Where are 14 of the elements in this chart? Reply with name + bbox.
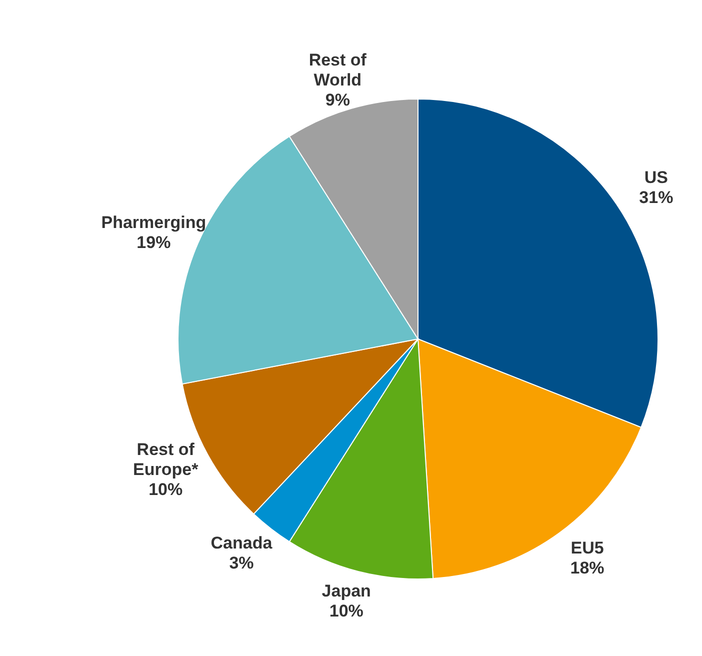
data-label: 10% [148, 480, 183, 499]
slice-label: Canada [210, 532, 273, 552]
slice-label: Pharmerging [101, 212, 206, 232]
data-label: 19% [136, 232, 171, 252]
slice-label: US [644, 168, 668, 187]
data-label: 31% [639, 188, 674, 207]
data-label: 18% [570, 558, 604, 577]
slice-label: EU5 [570, 538, 604, 557]
slice-label: Japan [322, 581, 371, 600]
data-label: 10% [329, 601, 364, 620]
data-label: 9% [325, 90, 350, 110]
data-label: 3% [229, 552, 254, 572]
slice-label: Rest of Europe* [133, 440, 199, 479]
slice-label: Rest of World [308, 50, 367, 90]
